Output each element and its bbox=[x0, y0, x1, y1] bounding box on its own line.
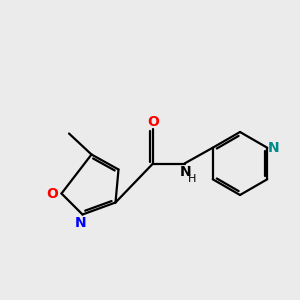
Text: N: N bbox=[75, 216, 87, 230]
Text: O: O bbox=[46, 187, 58, 200]
Text: N: N bbox=[268, 141, 280, 155]
Text: H: H bbox=[188, 174, 196, 184]
Text: N: N bbox=[179, 166, 191, 179]
Text: O: O bbox=[147, 116, 159, 129]
